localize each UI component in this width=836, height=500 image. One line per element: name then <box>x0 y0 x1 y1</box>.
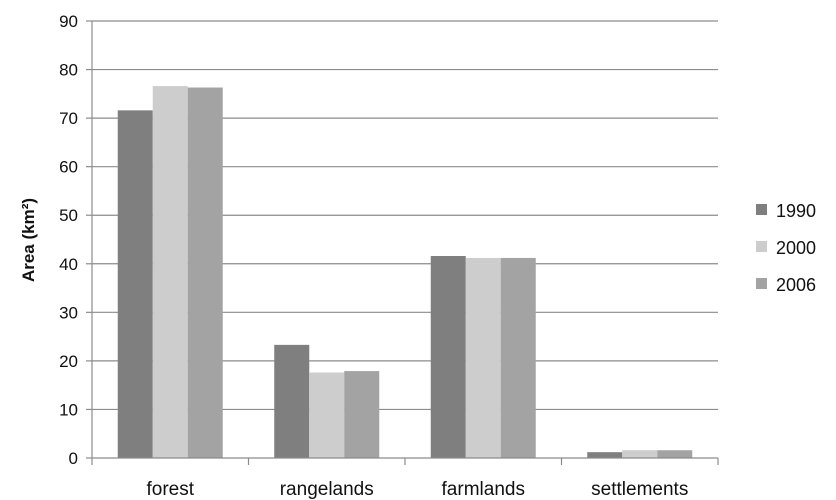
category-label: rangelands <box>280 479 374 500</box>
bar-farmlands-2006 <box>500 257 536 458</box>
bar-forest-2000 <box>152 86 188 458</box>
legend-swatch-2000 <box>756 241 767 252</box>
bars <box>117 86 693 458</box>
bar-rangelands-2000 <box>309 372 345 458</box>
y-tick-label: 10 <box>59 400 78 419</box>
y-tick-label: 0 <box>69 449 78 468</box>
y-tick-label: 80 <box>59 61 78 80</box>
y-tick-label: 40 <box>59 255 78 274</box>
bar-farmlands-2000 <box>465 257 501 458</box>
y-tick-label: 60 <box>59 158 78 177</box>
legend-swatch-1990 <box>756 204 767 215</box>
y-axis-label: Area (km²) <box>19 198 38 282</box>
legend-label: 2006 <box>776 275 816 295</box>
bar-rangelands-1990 <box>274 344 310 458</box>
category-label: settlements <box>591 479 688 500</box>
bar-rangelands-2006 <box>344 371 380 458</box>
axes <box>86 20 719 465</box>
legend: 1990 2000 2006 <box>756 201 816 295</box>
y-tick-label: 30 <box>59 303 78 322</box>
legend-swatch-2006 <box>756 278 767 289</box>
bar-settlements-1990 <box>587 452 623 458</box>
y-tick-label: 70 <box>59 109 78 128</box>
category-labels: forest rangelands farmlands settlements <box>146 479 688 500</box>
bar-forest-1990 <box>117 110 153 458</box>
bar-farmlands-1990 <box>430 256 466 458</box>
y-tick-label: 50 <box>59 206 78 225</box>
legend-label: 2000 <box>776 238 816 258</box>
y-tick-labels: 0 10 20 30 40 50 60 70 80 90 <box>59 12 78 468</box>
category-label: forest <box>146 479 194 500</box>
y-tick-label: 90 <box>59 12 78 31</box>
legend-label: 1990 <box>776 201 816 221</box>
bar-settlements-2006 <box>657 450 693 458</box>
bar-forest-2006 <box>187 87 223 458</box>
category-label: farmlands <box>442 479 525 500</box>
y-tick-label: 20 <box>59 352 78 371</box>
bar-settlements-2000 <box>622 450 658 458</box>
